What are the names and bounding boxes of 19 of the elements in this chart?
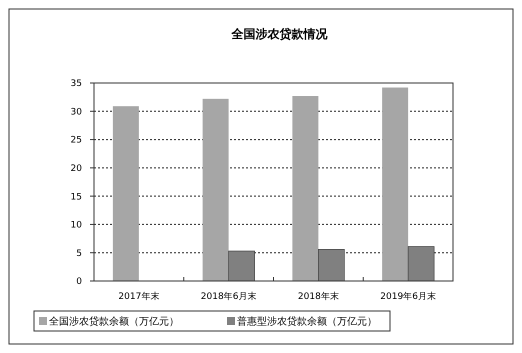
y-tick-label: 35 [70, 79, 82, 90]
x-tick-label: 2017年末 [118, 291, 160, 302]
bar [292, 96, 318, 281]
bar [202, 98, 229, 281]
y-tick-label: 15 [70, 192, 82, 202]
chart-title: 全国涉农贷款情况 [230, 27, 328, 41]
y-tick-label: 10 [70, 220, 82, 231]
bar [112, 106, 139, 281]
x-tick-label: 2018年末 [298, 291, 339, 302]
y-tick-label: 25 [70, 136, 82, 146]
x-tick-label: 2018年6月末 [200, 291, 256, 302]
y-tick-label: 30 [70, 107, 82, 118]
legend-label: 全国涉农贷款余额（万亿元） [49, 316, 179, 328]
y-tick-label: 5 [76, 248, 82, 259]
bar [382, 88, 408, 281]
y-tick-label: 20 [70, 164, 82, 174]
y-tick-label: 0 [76, 277, 82, 288]
legend-label: 普惠型涉农贷款余额（万亿元） [237, 316, 377, 328]
x-tick-label: 2019年6月末 [380, 291, 436, 302]
